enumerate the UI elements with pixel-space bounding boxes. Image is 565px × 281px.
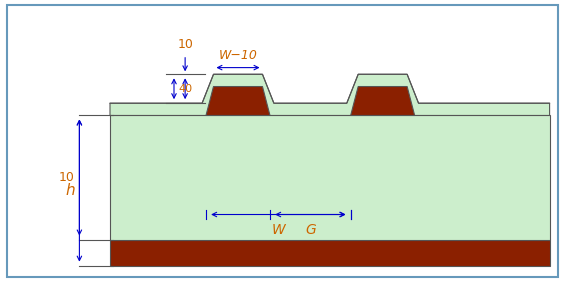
Polygon shape [351,87,415,115]
Text: h: h [66,183,75,198]
Polygon shape [110,74,550,115]
Bar [110,115,550,239]
Polygon shape [206,87,270,115]
Bar [110,239,550,266]
Text: W−10: W−10 [219,49,258,62]
Text: W: W [271,223,285,237]
Text: 10: 10 [59,171,75,184]
Text: G: G [305,223,316,237]
Text: 10: 10 [177,38,193,51]
Text: 40: 40 [179,84,193,94]
